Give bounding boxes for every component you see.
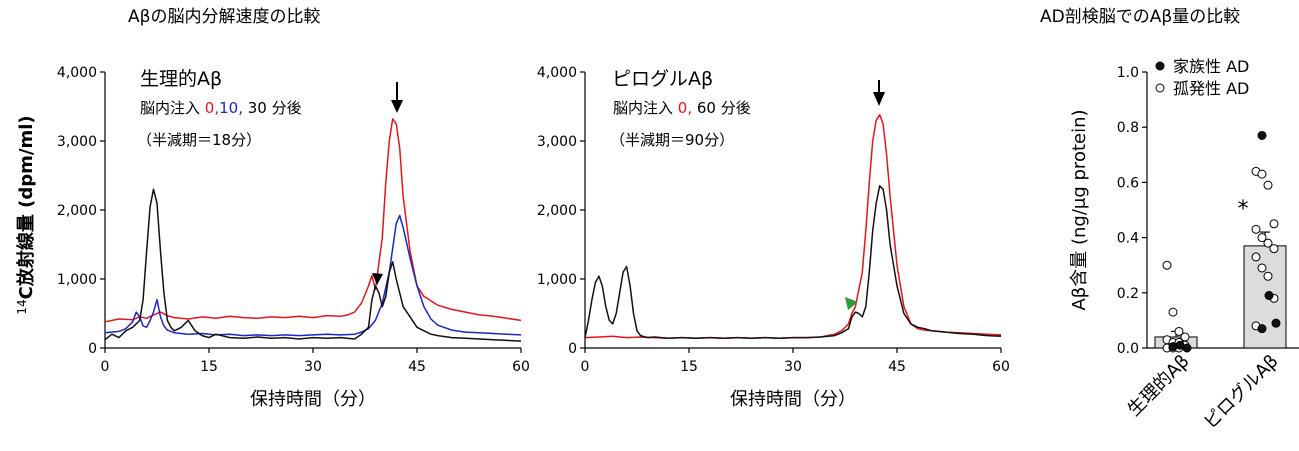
p3-y-tick-label: 1.0	[1117, 65, 1139, 81]
p2-x-tick-label: 0	[581, 359, 590, 375]
p1-series-line-10	[104, 214, 522, 337]
p2-series-line-60	[584, 185, 1002, 340]
p2-y-tick-label: 4,000	[537, 65, 577, 81]
p2-y-tick-label: 0	[568, 341, 577, 357]
p3-point-sporadic	[1257, 233, 1267, 243]
p3-point-familial	[1182, 343, 1192, 353]
panel1-halflife: （半減期＝18分）	[137, 131, 261, 149]
svg-text:14C放射線量 (dpm/ml): 14C放射線量 (dpm/ml)	[15, 115, 37, 314]
p3-point-sporadic	[1251, 252, 1261, 262]
p3-point-familial	[1257, 130, 1267, 140]
p3-legend-label: 家族性 AD	[1173, 57, 1249, 76]
panel2-note-sep1: ,	[687, 99, 692, 117]
p3-point-sporadic	[1269, 244, 1279, 254]
panel1-note-sep2: ,	[238, 99, 243, 117]
p3-y-tick-label: 0.4	[1117, 231, 1139, 247]
panel1-peak-arrow	[391, 82, 403, 113]
p1-y-tick-label: 0	[88, 341, 97, 357]
p3-point-sporadic	[1162, 260, 1172, 270]
p1-x-tick-label: 0	[101, 359, 110, 375]
p1-x-tick-label: 45	[408, 359, 426, 375]
right-figure-title: AD剖検脳でのAβ量の比較	[1040, 7, 1240, 27]
panel2-peak-arrow	[873, 80, 885, 106]
p2-x-tick-label: 15	[680, 359, 698, 375]
p1-y-tick-label: 1,000	[57, 272, 97, 288]
p1-y-tick-label: 3,000	[57, 134, 97, 150]
p1-x-tick-label: 15	[200, 359, 218, 375]
left-figure-title: Aβの脳内分解速度の比較	[128, 7, 320, 27]
panel2-green-arrowhead	[845, 297, 858, 310]
panel1-x-label: 保持時間（分）	[250, 389, 376, 410]
panel1-note-t0: 0	[205, 99, 215, 117]
p2-x-tick-label: 60	[992, 359, 1010, 375]
panel1-note-sep1: ,	[214, 99, 219, 117]
panel1-y-label-sup: 14	[15, 299, 29, 314]
p3-point-familial	[1271, 318, 1281, 328]
panel2-note-t0: 0	[678, 99, 688, 117]
panel-physiological: 0 1,000 2,000 3,000 4,000 0 15 30 45 60 生理的Aβ 脳内…	[15, 65, 530, 410]
panel-pyroglu: 0 1,000 2,000 3,000 4,000 0 15 30 45 60 ピログルAβ 脳…	[537, 65, 1010, 410]
panel1-note-rest: 30 分後	[243, 99, 302, 117]
p3-point-sporadic	[1251, 224, 1261, 234]
panel1-note-prefix: 脳内注入	[140, 99, 205, 117]
panel1-title: 生理的Aβ	[140, 68, 222, 90]
p3-y-tick-label: 0.0	[1117, 341, 1139, 357]
p3-y-tick-label: 0.6	[1117, 175, 1139, 191]
p1-x-tick-label: 30	[304, 359, 322, 375]
p2-y-tick-label: 3,000	[537, 134, 577, 150]
p3-category-label: ピログルAβ	[1200, 351, 1283, 434]
panel2-note: 脳内注入 0, 60 分後	[613, 99, 751, 117]
p3-point-sporadic	[1269, 219, 1279, 229]
p3-point-sporadic	[1168, 307, 1178, 317]
p3-legend-marker-filled	[1155, 61, 1165, 71]
panel2-title: ピログルAβ	[612, 68, 713, 90]
p1-series-line-0	[104, 118, 522, 323]
p1-x-tick-label: 60	[512, 359, 530, 375]
panel2-x-label: 保持時間（分）	[730, 389, 856, 410]
p3-point-sporadic	[1174, 326, 1184, 336]
p2-y-tick-label: 1,000	[537, 272, 577, 288]
p3-point-sporadic	[1263, 238, 1273, 248]
p3-point-familial	[1264, 291, 1274, 301]
p3-point-sporadic	[1263, 180, 1273, 190]
panel3-y-label-text: Aβ含量 (ng/μg protein)	[1069, 109, 1090, 310]
panel1-y-label: 14C放射線量 (dpm/ml)	[15, 115, 37, 314]
panel1-shoulder-arrowhead	[372, 273, 383, 285]
p2-x-tick-label: 45	[888, 359, 906, 375]
p3-point-sporadic	[1263, 271, 1273, 281]
p3-legend-marker-open	[1155, 83, 1165, 93]
p3-significance-mark: *	[1238, 197, 1249, 222]
p3-y-tick-label: 0.8	[1117, 120, 1139, 136]
p1-y-tick-label: 4,000	[57, 65, 97, 81]
p3-point-familial	[1257, 324, 1267, 334]
panel1-y-label-text: C放射線量 (dpm/ml)	[15, 115, 37, 299]
p3-point-sporadic	[1257, 169, 1267, 179]
panel2-note-prefix: 脳内注入	[613, 99, 678, 117]
panel1-note: 脳内注入 0,10, 30 分後	[140, 99, 302, 117]
p3-y-tick-label: 0.2	[1117, 286, 1139, 302]
panel3-y-label: Aβ含量 (ng/μg protein)	[1069, 109, 1090, 310]
p2-y-tick-label: 2,000	[537, 203, 577, 219]
p2-x-tick-label: 30	[784, 359, 802, 375]
p3-category-label: 生理的Aβ	[1124, 351, 1194, 421]
panel2-halflife: （半減期＝90分）	[610, 131, 734, 149]
panel2-note-rest: 60 分後	[692, 99, 751, 117]
p3-legend-label: 孤発性 AD	[1173, 79, 1249, 98]
panel1-note-t10: 10	[219, 99, 238, 117]
p3-point-sporadic	[1257, 263, 1267, 273]
p1-y-tick-label: 2,000	[57, 203, 97, 219]
p1-series-line-30	[104, 188, 522, 342]
panel-ad-brain: 0.0 0.2 0.4 0.6 0.8 1.0 * Aβ含量 (ng/μg protein…	[1069, 57, 1299, 433]
